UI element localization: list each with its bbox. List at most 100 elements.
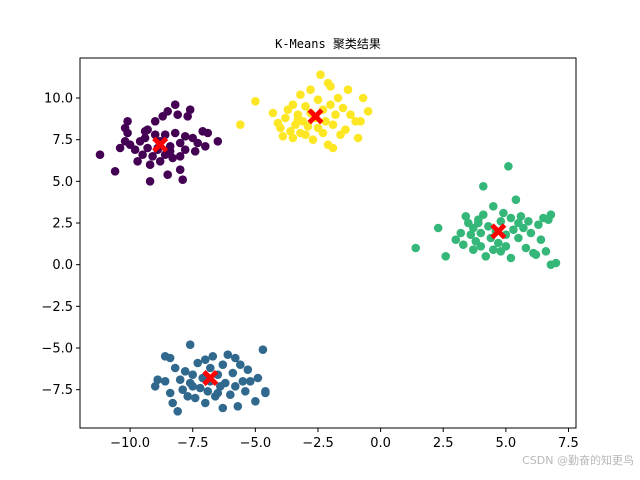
cluster-3-point-19 (201, 355, 210, 365)
cluster-1-point-37 (338, 103, 348, 113)
cluster-3-point-40 (246, 377, 255, 386)
cluster-2-point-45 (541, 247, 551, 256)
cluster-0-point-49 (120, 123, 130, 133)
cluster-3-point-39 (243, 365, 253, 375)
cluster-1-point-10 (288, 133, 298, 143)
cluster-2-point-26 (499, 208, 508, 218)
cluster-0-point-48 (143, 125, 152, 134)
cluster-3-point-37 (238, 377, 248, 386)
cluster-0-point-28 (165, 147, 175, 156)
x-tick-label-2: −5.0 (240, 436, 272, 451)
cluster-2-point-9 (469, 245, 478, 254)
cluster-1-point-0 (251, 97, 260, 106)
cluster-3-point-24 (208, 352, 218, 361)
cluster-2-point-41 (531, 250, 541, 259)
cluster-1-point-46 (326, 82, 335, 91)
x-tick-label-1: −7.5 (177, 436, 209, 451)
cluster-2-point-16 (479, 210, 488, 219)
cluster-1-point-21 (308, 135, 318, 144)
cluster-1-point-18 (303, 122, 313, 131)
centroid-marker-1 (307, 108, 324, 125)
cluster-3-point-42 (253, 373, 263, 383)
cluster-2-point-37 (521, 243, 531, 253)
cluster-2-point-0 (411, 243, 421, 253)
cluster-2-point-38 (524, 217, 533, 226)
cluster-0-point-18 (150, 117, 160, 126)
cluster-3-point-2 (160, 377, 170, 386)
cluster-0-point-46 (201, 142, 210, 151)
cluster-3-point-46 (165, 353, 175, 363)
cluster-0-point-39 (183, 112, 192, 121)
cluster-0-point-13 (143, 143, 152, 153)
cluster-2-point-23 (494, 238, 503, 248)
cluster-1-point-1 (236, 120, 245, 129)
cluster-0-point-35 (175, 165, 185, 174)
cluster-3-point-0 (150, 382, 160, 391)
cluster-1-point-42 (353, 133, 363, 143)
cluster-3-point-41 (251, 397, 260, 406)
cluster-3-point-22 (206, 363, 215, 373)
cluster-0-point-34 (175, 138, 185, 148)
cluster-0-point-47 (213, 137, 223, 146)
cluster-3-point-47 (231, 353, 240, 363)
cluster-3-point-31 (223, 350, 233, 360)
cluster-3-point-11 (183, 392, 192, 401)
cluster-3-point-12 (185, 340, 195, 350)
cluster-3-point-14 (188, 370, 197, 380)
cluster-2-point-35 (516, 212, 526, 221)
cluster-0-point-11 (140, 133, 150, 143)
cluster-2-point-42 (534, 220, 543, 229)
centroid-marker-2 (490, 223, 507, 240)
cluster-0-point-37 (180, 145, 190, 154)
cluster-3-point-7 (173, 407, 182, 416)
cluster-1-point-8 (286, 127, 295, 136)
cluster-0-point-38 (180, 132, 190, 141)
cluster-3-point-32 (226, 390, 235, 400)
cluster-2-point-4 (456, 228, 466, 238)
y-tick-label-1: −5.0 (41, 342, 73, 357)
cluster-2-point-8 (466, 230, 476, 239)
cluster-3-point-35 (233, 402, 243, 411)
cluster-3-point-36 (236, 360, 245, 370)
cluster-1-point-35 (333, 93, 343, 103)
cluster-3-point-4 (165, 388, 175, 398)
cluster-1-point-39 (343, 85, 353, 94)
cluster-2-point-47 (546, 210, 556, 219)
cluster-3-point-5 (168, 398, 177, 408)
cluster-0-point-25 (163, 107, 172, 116)
cluster-1-point-47 (293, 115, 303, 124)
points-layer (95, 70, 561, 416)
watermark-text: CSDN @勤奋的知更鸟 (522, 454, 634, 467)
cluster-3-point-15 (190, 393, 200, 403)
x-tick-label-4: 0.0 (370, 436, 391, 451)
cluster-0-point-2 (115, 143, 125, 153)
cluster-0-point-32 (173, 110, 182, 119)
cluster-3-point-9 (178, 385, 187, 395)
cluster-0-point-36 (178, 175, 187, 184)
y-tick-label-7: 10.0 (44, 92, 73, 107)
cluster-0-point-10 (138, 150, 147, 159)
y-tick-label-5: 5.0 (52, 175, 73, 190)
cluster-1-point-25 (316, 70, 325, 79)
cluster-3-point-8 (175, 375, 185, 385)
cluster-1-point-40 (346, 110, 355, 119)
cluster-0-point-43 (193, 138, 202, 148)
cluster-2-point-20 (489, 202, 498, 211)
cluster-3-point-48 (213, 388, 223, 398)
cluster-2-point-39 (526, 228, 536, 238)
centroid-marker-3 (202, 370, 219, 386)
cluster-2-point-49 (551, 258, 561, 268)
cluster-1-point-27 (318, 128, 328, 138)
cluster-0-point-17 (150, 130, 160, 139)
y-tick-label-3: 0.0 (52, 258, 73, 273)
cluster-3-point-17 (195, 383, 205, 393)
y-tick-label-4: 2.5 (52, 217, 73, 232)
cluster-3-point-33 (228, 368, 238, 378)
cluster-1-point-13 (296, 90, 305, 99)
y-tick-label-6: 7.5 (52, 133, 73, 148)
y-tick-label-0: −7.5 (41, 383, 73, 398)
cluster-1-point-23 (313, 95, 323, 104)
cluster-2-point-13 (476, 228, 486, 238)
y-axis: −7.5 −5.0 −2.5 0.0 2.5 5.0 7.5 10.0 (41, 92, 80, 398)
cluster-1-point-34 (331, 110, 340, 119)
